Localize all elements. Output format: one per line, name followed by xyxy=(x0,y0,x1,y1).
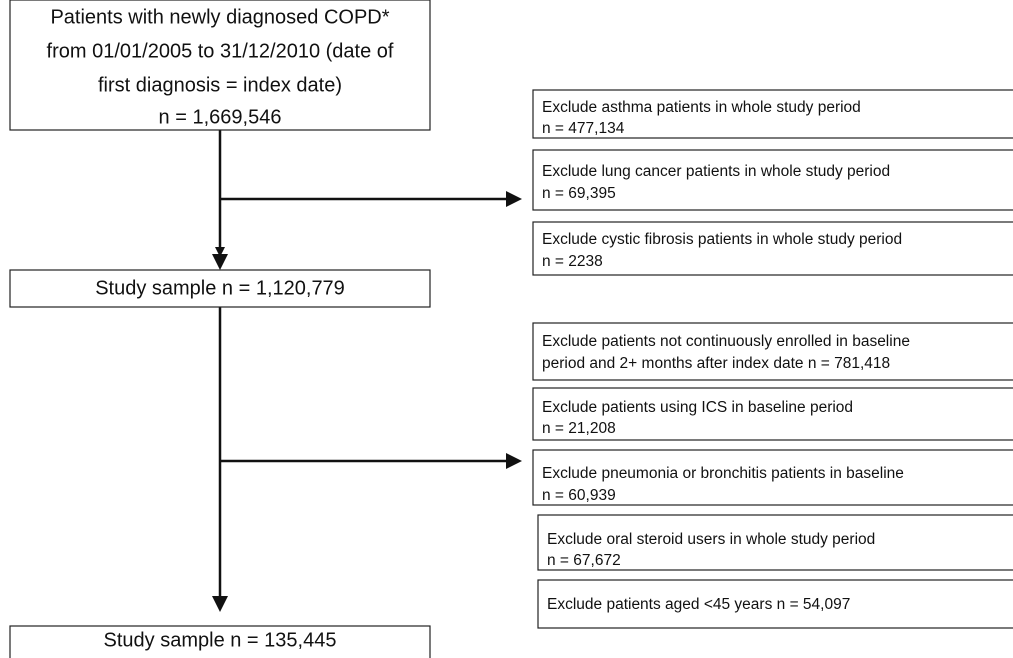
exclusion-text: period and 2+ months after index date n … xyxy=(542,355,890,372)
arrowhead xyxy=(506,191,522,207)
exclusion-text: Exclude asthma patients in whole study p… xyxy=(542,99,861,116)
box-text: from 01/01/2005 to 31/12/2010 (date of xyxy=(47,40,394,62)
exclusion-text: Exclude patients using ICS in baseline p… xyxy=(542,399,853,416)
exclusion-text: Exclude cystic fibrosis patients in whol… xyxy=(542,231,902,248)
exclusion-text: Exclude patients not continuously enroll… xyxy=(542,333,910,350)
exclusion-box xyxy=(532,221,1013,276)
exclusion-box xyxy=(532,449,1013,506)
arrowhead xyxy=(212,254,228,270)
exclusion-box xyxy=(532,149,1013,211)
exclusion-text: Exclude lung cancer patients in whole st… xyxy=(542,163,890,180)
exclusion-text: n = 2238 xyxy=(542,253,603,270)
exclusion-text: n = 67,672 xyxy=(547,552,621,569)
exclusion-box xyxy=(537,579,1013,629)
main-box xyxy=(9,269,431,308)
exclusion-text: n = 69,395 xyxy=(542,185,616,202)
exclusion-text: n = 60,939 xyxy=(542,487,616,504)
box-text: n = 1,669,546 xyxy=(159,106,282,128)
exclusion-text: n = 477,134 xyxy=(542,120,625,137)
exclusion-box xyxy=(537,514,1013,571)
main-box xyxy=(9,625,431,658)
exclusion-box xyxy=(532,387,1013,441)
arrowhead xyxy=(212,596,228,612)
box-text: Study sample n = 135,445 xyxy=(104,629,337,651)
arrowhead xyxy=(506,453,522,469)
exclusion-box xyxy=(532,89,1013,139)
exclusion-text: Exclude patients aged <45 years n = 54,0… xyxy=(547,596,850,613)
exclusion-text: Exclude pneumonia or bronchitis patients… xyxy=(542,465,904,482)
main-box xyxy=(9,0,431,131)
box-text: Study sample n = 1,120,779 xyxy=(95,277,345,299)
box-text: Patients with newly diagnosed COPD* xyxy=(50,6,389,28)
exclusion-text: n = 21,208 xyxy=(542,420,616,437)
exclusion-text: Exclude oral steroid users in whole stud… xyxy=(547,531,875,548)
box-text: first diagnosis = index date) xyxy=(98,74,342,96)
exclusion-box xyxy=(532,322,1013,381)
